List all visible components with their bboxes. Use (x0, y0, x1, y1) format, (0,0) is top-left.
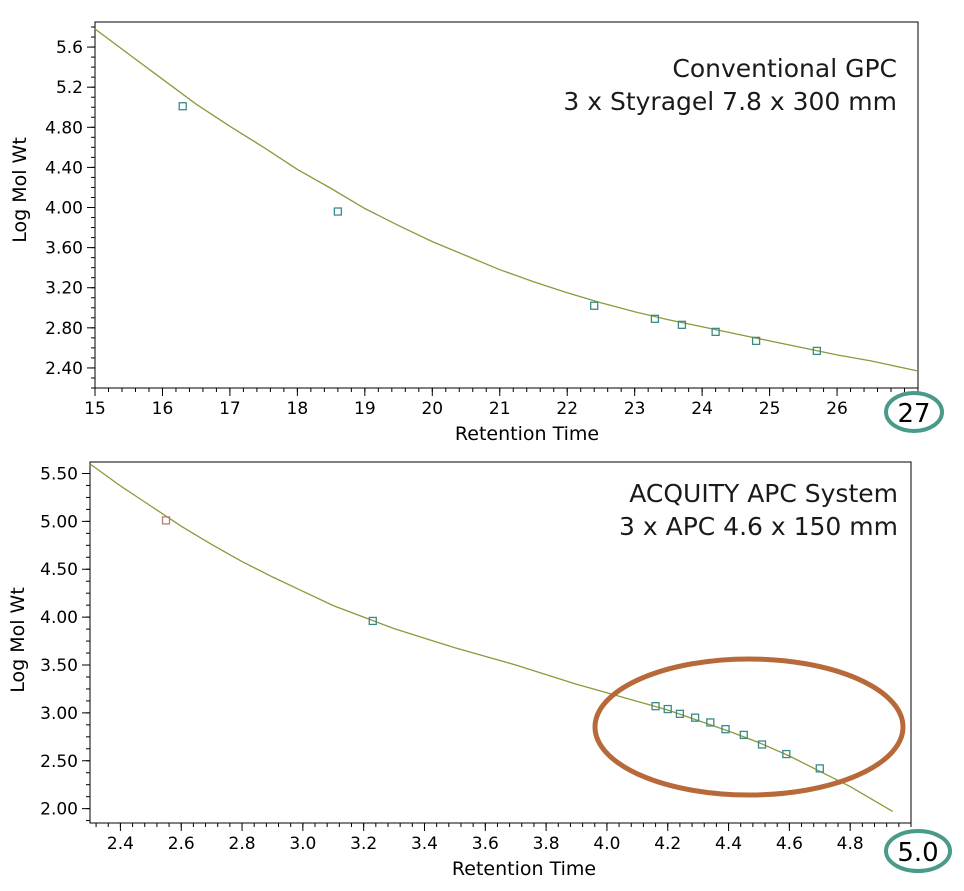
y-tick-label: 3.50 (40, 656, 78, 676)
top-y-label: Log Mol Wt (9, 137, 31, 243)
y-tick-label: 3.00 (40, 704, 78, 724)
calibration-point (368, 616, 377, 626)
y-tick-label: 4.00 (45, 199, 83, 219)
bottom-badge-oval (884, 829, 952, 873)
y-tick-label: 4.00 (40, 608, 78, 628)
calibration-point (757, 740, 767, 749)
x-tick-label: 2.8 (229, 834, 256, 854)
bottom-x-axis: 2.4 2.6 2.8 3.0 3.2 3.4 3.6 3.8 4.0 4.2 4.4 4.6 4.8 (95, 823, 912, 854)
x-tick-label: 21 (489, 399, 511, 419)
calibration-point (590, 301, 599, 310)
y-tick-label: 2.40 (45, 359, 83, 379)
bottom-title: ACQUITY APC System (629, 479, 898, 508)
bottom-chart: 2.002.503.003.504.004.505.005.50 2.4 2.6 2… (7, 461, 952, 880)
top-plot-area (94, 21, 919, 389)
y-tick-label: 2.80 (45, 319, 83, 339)
top-x-label: Retention Time (455, 423, 599, 445)
calibration-point (782, 749, 791, 759)
x-tick-label: 19 (354, 399, 376, 419)
x-tick-label: 15 (84, 399, 106, 419)
calibration-point (751, 336, 761, 346)
x-tick-label: 24 (691, 399, 713, 419)
y-tick-label: 4.50 (40, 560, 78, 580)
calibration-point (706, 718, 715, 727)
x-tick-label: 23 (624, 399, 646, 419)
x-tick-label: 25 (759, 399, 781, 419)
x-tick-label: 18 (287, 399, 309, 419)
x-tick-label: 20 (421, 399, 443, 419)
y-tick-label: 3.20 (45, 279, 83, 299)
top-title: Conventional GPC (672, 54, 897, 83)
x-tick-label: 3.6 (472, 834, 499, 854)
y-tick-label: 5.2 (56, 78, 83, 98)
bottom-y-axis: 2.00 2.50 3.00 3.50 4.00 4.50 5.00 5.50 (40, 464, 90, 822)
x-tick-label: 4.4 (715, 834, 742, 854)
x-tick-label: 4.6 (776, 834, 803, 854)
calibration-point (161, 516, 171, 525)
calibration-point (812, 346, 821, 356)
y-tick-label: 2.50 (40, 752, 78, 772)
x-tick-label: 4.0 (593, 834, 620, 854)
x-tick-label: 2.4 (107, 834, 134, 854)
x-tick-label: 3.8 (533, 834, 560, 854)
top-y-axis: 2.40 2.80 3.20 3.60 4.00 4.40 4.80 5.2 5.6 (45, 26, 95, 389)
calibration-point (675, 709, 685, 718)
y-tick-label: 5.00 (40, 512, 78, 532)
calibration-point (815, 764, 824, 773)
calibration-point (651, 702, 660, 711)
top-calibration-points (178, 102, 821, 356)
calibration-curve-line (89, 463, 894, 813)
x-tick-label: 3.2 (350, 834, 377, 854)
top-calibration-curve (94, 28, 919, 372)
x-tick-label: 4.8 (837, 834, 864, 854)
calibration-point (663, 704, 672, 714)
x-tick-label: 3.4 (411, 834, 438, 854)
top-badge-oval (884, 391, 944, 433)
y-tick-label: 4.80 (45, 118, 83, 138)
highlight-oval (592, 656, 906, 798)
top-x-axis: 15 16 17 18 19 20 21 22 23 24 25 26 (84, 388, 919, 419)
bottom-plot-area (89, 461, 912, 824)
bottom-calibration-curve (89, 463, 894, 813)
bottom-subtitle: 3 x APC 4.6 x 150 mm (619, 512, 898, 541)
top-subtitle: 3 x Styragel 7.8 x 300 mm (563, 87, 897, 116)
y-tick-label: 3.60 (45, 239, 83, 259)
x-tick-label: 4.2 (654, 834, 681, 854)
x-tick-label: 26 (826, 399, 848, 419)
x-tick-label: 2.6 (168, 834, 195, 854)
calibration-point (739, 730, 748, 740)
y-tick-label: 4.40 (45, 158, 83, 178)
calibration-curve-line (94, 28, 919, 372)
x-tick-label: 16 (152, 399, 174, 419)
y-tick-label: 5.6 (56, 38, 83, 58)
bottom-badge-text: 5.0 (897, 838, 938, 868)
top-badge-text: 27 (897, 399, 930, 429)
calibration-point (690, 713, 700, 722)
bottom-x-label: Retention Time (452, 858, 596, 880)
y-tick-label: 2.00 (40, 800, 78, 820)
calibration-point (711, 327, 720, 336)
calibration-point (178, 102, 187, 111)
x-tick-label: 22 (556, 399, 578, 419)
bottom-y-label: Log Mol Wt (7, 587, 29, 693)
calibration-point (677, 320, 687, 329)
calibration-point (721, 725, 730, 734)
top-chart: 2.402.803.203.604.004.404.805.25.6 15 16 1… (9, 21, 944, 445)
calibration-point (333, 207, 343, 216)
x-tick-label: 3.0 (289, 834, 316, 854)
y-tick-label: 5.50 (40, 464, 78, 484)
calibration-point (650, 314, 660, 323)
bottom-calibration-points (161, 516, 824, 773)
x-tick-label: 17 (219, 399, 241, 419)
